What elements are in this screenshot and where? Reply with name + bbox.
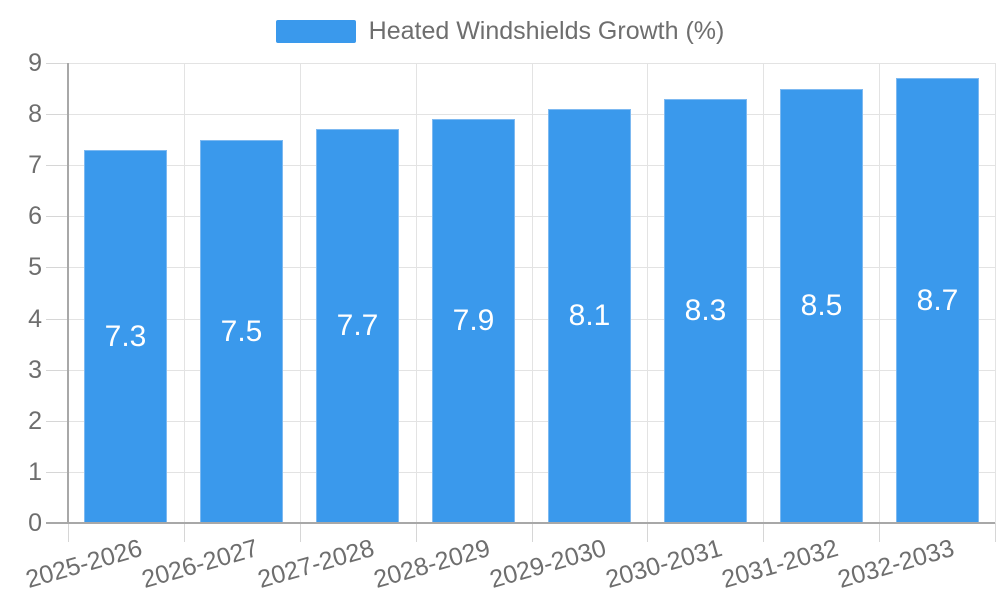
y-axis-tick — [46, 472, 68, 473]
y-axis-tick — [46, 370, 68, 371]
bar-value-label: 7.9 — [452, 304, 495, 337]
x-axis-category-label: 2025-2026 — [23, 534, 146, 594]
gridline-horizontal — [68, 472, 995, 473]
gridline-horizontal — [68, 165, 995, 166]
x-axis-line — [46, 522, 995, 524]
y-axis-line — [67, 63, 69, 523]
gridline-vertical — [532, 63, 533, 523]
y-axis-tick-label: 4 — [28, 305, 42, 333]
bar[interactable]: 7.3 — [84, 150, 167, 523]
x-axis-category-label: 2028-2029 — [370, 534, 494, 594]
bar-value-label: 8.7 — [916, 283, 959, 317]
x-axis-category-label: 2027-2028 — [254, 534, 378, 594]
x-axis-tick — [647, 523, 648, 542]
gridline-horizontal — [68, 267, 995, 268]
x-axis-tick — [416, 523, 417, 542]
x-axis-tick — [763, 523, 764, 542]
bar[interactable]: 7.9 — [432, 119, 515, 523]
gridline-vertical — [995, 63, 996, 523]
y-axis-tick-label: 1 — [28, 458, 42, 486]
x-axis-tick — [300, 523, 301, 542]
y-axis-tick-label: 0 — [28, 509, 42, 537]
x-axis-category-label: 2030-2031 — [602, 534, 726, 594]
gridline-vertical — [184, 63, 185, 523]
y-axis-tick-label: 9 — [28, 49, 42, 77]
x-axis-tick — [184, 523, 185, 542]
legend-swatch[interactable] — [275, 19, 356, 43]
bar[interactable]: 8.1 — [548, 109, 631, 523]
y-axis-tick — [46, 216, 68, 217]
x-axis-tick — [532, 523, 533, 542]
bar[interactable]: 7.7 — [316, 129, 399, 523]
bar-value-label: 8.1 — [568, 299, 611, 332]
legend-label[interactable]: Heated Windshields Growth (%) — [368, 16, 725, 45]
y-axis-tick — [46, 319, 68, 320]
gridline-horizontal — [68, 319, 995, 320]
bar-value-label: 7.7 — [336, 309, 379, 342]
bar-value-label: 7.3 — [104, 319, 147, 353]
gridline-vertical — [879, 63, 880, 523]
gridline-vertical — [416, 63, 417, 523]
bar-value-label: 8.5 — [800, 289, 843, 322]
y-axis-tick — [46, 267, 68, 268]
bar[interactable]: 8.5 — [780, 89, 863, 523]
x-axis-category-label: 2032-2033 — [834, 534, 957, 594]
x-axis-tick — [879, 523, 880, 542]
gridline-horizontal — [68, 421, 995, 422]
x-axis-category-label: 2029-2030 — [486, 534, 610, 594]
y-axis-tick-label: 8 — [28, 100, 42, 128]
bar-value-label: 7.5 — [220, 314, 263, 348]
gridline-horizontal — [68, 63, 995, 64]
y-axis-tick — [46, 165, 68, 166]
x-axis-tick — [995, 523, 996, 542]
bar[interactable]: 8.7 — [896, 78, 979, 523]
y-axis-tick — [46, 63, 68, 64]
bar[interactable]: 8.3 — [664, 99, 747, 523]
y-axis-tick-label: 2 — [28, 407, 42, 435]
y-axis-tick-label: 7 — [28, 151, 42, 179]
gridline-vertical — [763, 63, 764, 523]
gridline-vertical — [647, 63, 648, 523]
y-axis-tick — [46, 421, 68, 422]
x-axis-category-label: 2031-2032 — [718, 534, 841, 594]
gridline-horizontal — [68, 370, 995, 371]
y-axis-tick-label: 5 — [28, 253, 42, 281]
gridline-horizontal — [68, 216, 995, 217]
y-axis-tick — [46, 114, 68, 115]
y-axis-tick-label: 3 — [28, 356, 42, 384]
bar-value-label: 8.3 — [684, 294, 727, 327]
gridline-horizontal — [68, 114, 995, 115]
y-axis-tick-label: 6 — [28, 202, 42, 230]
gridline-vertical — [300, 63, 301, 523]
legend[interactable]: Heated Windshields Growth (%) — [0, 17, 1000, 45]
bar[interactable]: 7.5 — [200, 140, 283, 523]
x-axis-tick — [68, 523, 69, 542]
x-axis-category-label: 2026-2027 — [138, 534, 262, 594]
